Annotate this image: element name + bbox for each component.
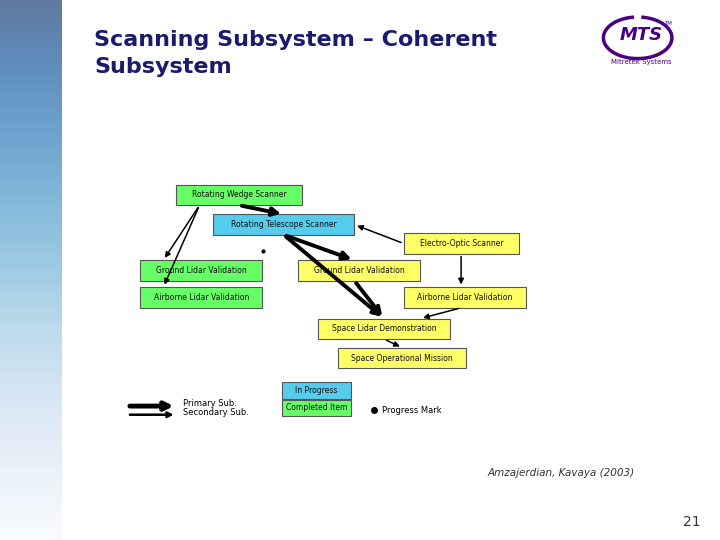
Text: Electro-Optic Scanner: Electro-Optic Scanner — [420, 239, 503, 248]
Text: 21: 21 — [683, 515, 701, 529]
FancyBboxPatch shape — [404, 287, 526, 308]
Text: In Progress: In Progress — [295, 386, 338, 395]
Text: Ground Lidar Validation: Ground Lidar Validation — [314, 266, 405, 275]
Text: Ground Lidar Validation: Ground Lidar Validation — [156, 266, 246, 275]
Text: Subsystem: Subsystem — [94, 57, 232, 77]
Text: MTS: MTS — [619, 26, 662, 44]
Text: Secondary Sub.: Secondary Sub. — [183, 408, 249, 416]
FancyBboxPatch shape — [140, 287, 262, 308]
FancyBboxPatch shape — [140, 260, 262, 281]
Text: TM: TM — [664, 21, 672, 25]
Text: Airborne Lidar Validation: Airborne Lidar Validation — [417, 293, 513, 302]
Text: Amzajerdian, Kavaya (2003): Amzajerdian, Kavaya (2003) — [487, 468, 634, 478]
FancyBboxPatch shape — [318, 319, 450, 339]
Text: Completed Item: Completed Item — [286, 403, 347, 412]
Text: Space Operational Mission: Space Operational Mission — [351, 354, 453, 362]
Text: Airborne Lidar Validation: Airborne Lidar Validation — [153, 293, 249, 302]
Text: Space Lidar Demonstration: Space Lidar Demonstration — [332, 325, 436, 333]
Text: Scanning Subsystem – Coherent: Scanning Subsystem – Coherent — [94, 30, 497, 50]
FancyBboxPatch shape — [282, 400, 351, 416]
FancyBboxPatch shape — [212, 214, 354, 235]
Text: Primary Sub.: Primary Sub. — [183, 399, 237, 408]
Text: Progress Mark: Progress Mark — [382, 406, 441, 415]
Text: Rotating Telescope Scanner: Rotating Telescope Scanner — [230, 220, 336, 229]
FancyBboxPatch shape — [338, 348, 467, 368]
FancyBboxPatch shape — [282, 382, 351, 399]
FancyBboxPatch shape — [298, 260, 420, 281]
Text: Rotating Wedge Scanner: Rotating Wedge Scanner — [192, 191, 287, 199]
FancyBboxPatch shape — [176, 185, 302, 205]
FancyBboxPatch shape — [404, 233, 519, 254]
Text: Mitretek Systems: Mitretek Systems — [611, 59, 672, 65]
